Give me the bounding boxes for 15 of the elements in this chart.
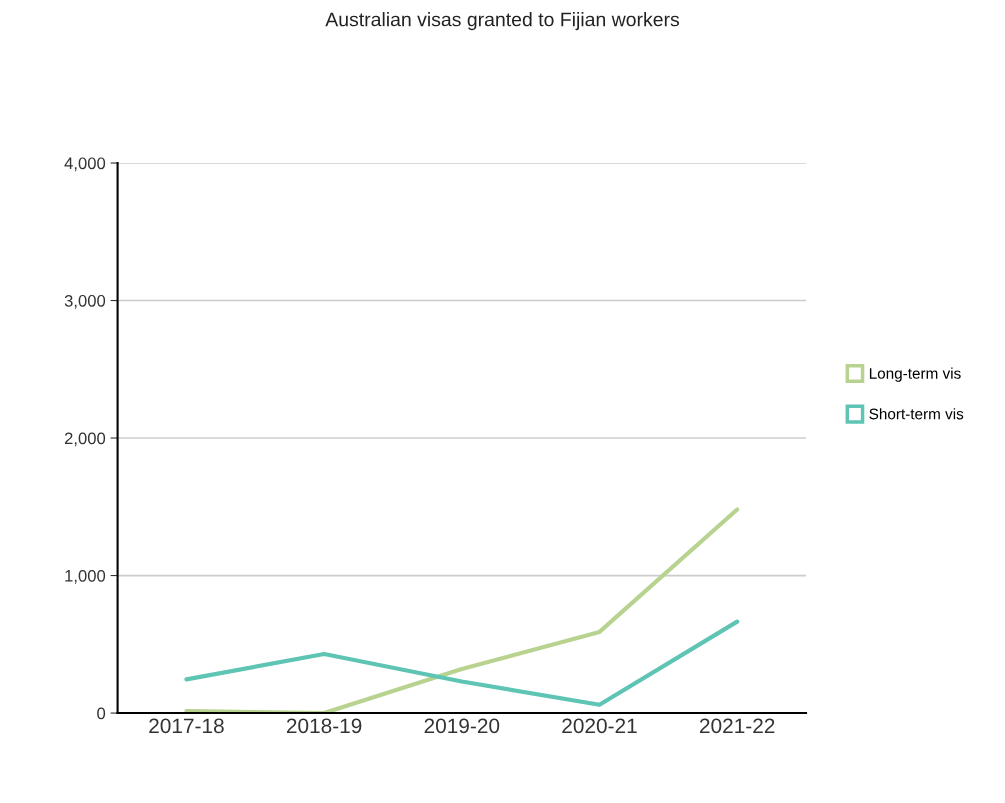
legend-label: Long-term vis — [869, 367, 961, 382]
y-tick-label: 4,000 — [64, 157, 106, 172]
legend-label: Short-term vis — [869, 408, 964, 420]
line-series — [184, 619, 740, 707]
chart-title: Australian visas granted to Fijian workers — [325, 12, 680, 31]
y-tick-label: 3,000 — [64, 294, 106, 309]
x-tick-label: 2018-19 — [286, 718, 362, 734]
y-tick-label: 2,000 — [64, 432, 106, 447]
x-tick-label: 2021-22 — [699, 718, 775, 734]
x-tick-label: 2017-18 — [149, 718, 224, 734]
x-tick-label: 2019-20 — [424, 718, 500, 734]
y-tick-label: 0 — [97, 707, 106, 720]
x-tick-label: 2020-21 — [562, 718, 637, 734]
y-tick-label: 1,000 — [65, 569, 106, 584]
line-series — [184, 507, 740, 714]
